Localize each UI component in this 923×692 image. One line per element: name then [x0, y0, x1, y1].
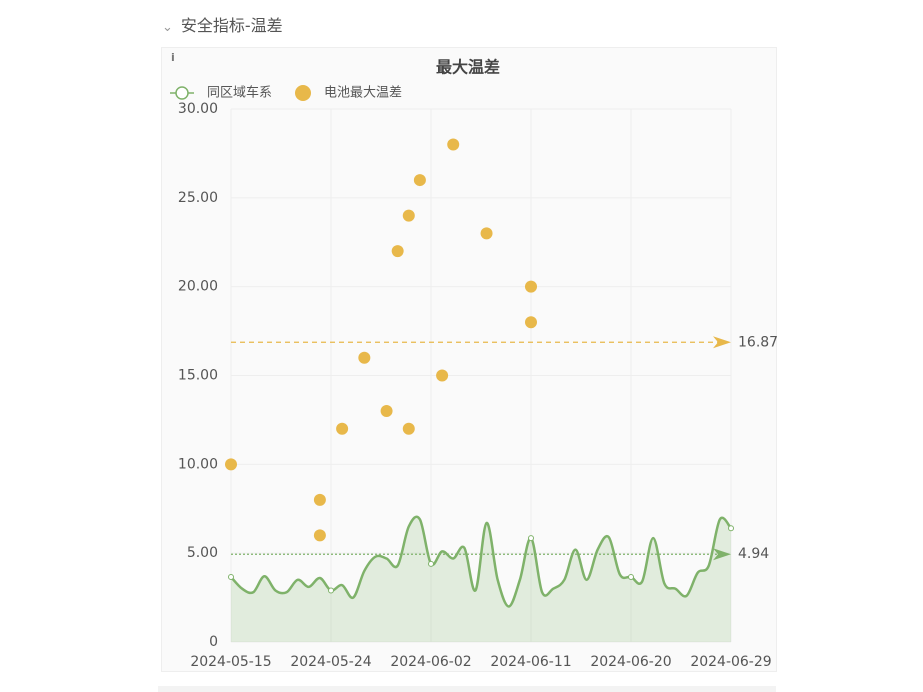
scatter-point — [402, 209, 415, 222]
legend-label: 电池最大温差 — [324, 86, 402, 101]
line-point — [628, 573, 634, 580]
x-tick-label: 2024-05-15 — [190, 654, 271, 670]
scatter-point — [480, 227, 493, 240]
section-title: 安全指标-温差 — [180, 16, 283, 35]
line-point — [528, 535, 534, 542]
mark-label: 16.87 — [738, 334, 778, 350]
scatter-point — [336, 422, 349, 435]
scatter-point — [225, 458, 237, 471]
x-tick-label: 2024-05-24 — [290, 654, 371, 670]
line-point — [428, 560, 434, 567]
y-tick-label: 5.00 — [187, 545, 218, 561]
scatter-point — [436, 369, 449, 382]
divider — [158, 686, 776, 692]
legend-label: 同区域车系 — [207, 85, 272, 101]
scatter-point — [402, 422, 415, 435]
chart-title: 最大温差 — [436, 58, 500, 77]
scatter-point — [358, 351, 371, 364]
y-tick-label: 25.00 — [178, 190, 218, 206]
mark-arrow — [713, 548, 731, 561]
scatter-point — [525, 280, 537, 293]
y-tick-label: 30.00 — [178, 101, 218, 117]
mark-arrow — [713, 336, 731, 349]
line-area — [231, 516, 731, 642]
chevron[interactable]: ⌄ — [162, 20, 173, 35]
scatter-point — [313, 493, 326, 506]
x-tick-label: 2024-06-11 — [490, 654, 571, 670]
y-tick-label: 0 — [209, 634, 218, 650]
line-point — [328, 587, 334, 594]
scatter-point — [380, 405, 393, 418]
legend-symbol — [295, 85, 311, 101]
scatter-point — [313, 529, 326, 542]
y-tick-label: 20.00 — [178, 279, 218, 295]
scatter-point — [391, 245, 404, 258]
x-tick-label: 2024-06-29 — [690, 654, 771, 670]
legend-symbol — [175, 86, 189, 100]
scatter-point — [413, 174, 426, 187]
y-tick-label: 10.00 — [178, 456, 218, 472]
info-icon[interactable]: i — [171, 51, 175, 64]
x-tick-label: 2024-06-02 — [390, 654, 471, 670]
mark-label: 4.94 — [738, 546, 769, 562]
x-tick-label: 2024-06-20 — [590, 654, 671, 670]
scatter-point — [447, 138, 460, 151]
line-point — [728, 525, 734, 532]
scatter-point — [525, 316, 537, 329]
y-tick-label: 15.00 — [178, 368, 218, 384]
section-header[interactable]: ⌄ 安全指标-温差 — [162, 12, 283, 36]
line — [230, 515, 732, 608]
line-point — [228, 573, 234, 580]
